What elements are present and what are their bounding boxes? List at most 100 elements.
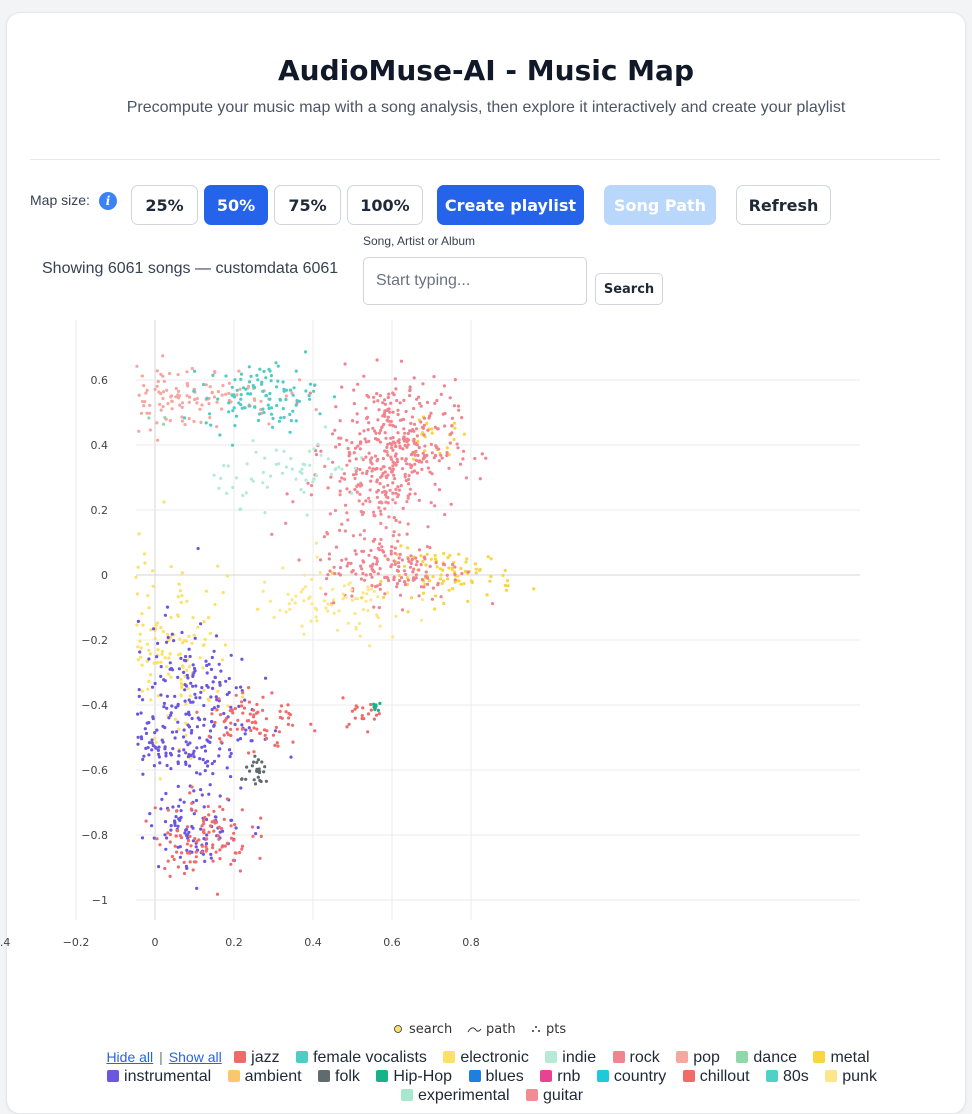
song-point[interactable]: [182, 670, 186, 675]
song-point[interactable]: [190, 728, 194, 733]
song-point[interactable]: [170, 854, 174, 859]
song-point[interactable]: [256, 607, 260, 611]
song-point[interactable]: [310, 577, 314, 582]
song-point[interactable]: [401, 506, 405, 510]
song-point[interactable]: [191, 868, 195, 872]
song-point[interactable]: [206, 739, 210, 743]
song-point[interactable]: [184, 712, 188, 716]
song-point[interactable]: [254, 450, 258, 454]
song-point[interactable]: [425, 421, 429, 425]
genre-legend-item[interactable]: rock: [605, 1049, 660, 1066]
song-point[interactable]: [424, 563, 428, 567]
song-point[interactable]: [251, 439, 255, 443]
song-point[interactable]: [386, 558, 390, 562]
song-point[interactable]: [392, 473, 396, 477]
song-point[interactable]: [233, 851, 237, 855]
song-point[interactable]: [232, 406, 236, 410]
song-point[interactable]: [281, 380, 285, 384]
song-point[interactable]: [240, 695, 245, 699]
song-point[interactable]: [375, 478, 379, 482]
song-point[interactable]: [235, 393, 239, 397]
song-point[interactable]: [383, 398, 387, 402]
song-point[interactable]: [313, 729, 317, 733]
song-point[interactable]: [315, 555, 319, 559]
song-point[interactable]: [407, 474, 411, 478]
song-point[interactable]: [243, 698, 247, 702]
song-point[interactable]: [351, 419, 355, 423]
song-point[interactable]: [284, 710, 288, 714]
song-point[interactable]: [474, 571, 478, 575]
song-point[interactable]: [456, 404, 461, 408]
song-point[interactable]: [426, 582, 430, 586]
song-point[interactable]: [181, 664, 185, 668]
song-point[interactable]: [249, 374, 253, 378]
song-point[interactable]: [202, 703, 206, 708]
song-point[interactable]: [150, 741, 154, 745]
song-point[interactable]: [388, 410, 392, 414]
song-point[interactable]: [222, 817, 226, 822]
song-point[interactable]: [378, 482, 382, 486]
song-point[interactable]: [189, 681, 193, 685]
song-point[interactable]: [342, 472, 346, 476]
song-point[interactable]: [163, 820, 168, 824]
song-point[interactable]: [268, 599, 273, 603]
song-point[interactable]: [275, 403, 279, 408]
song-point[interactable]: [448, 441, 452, 445]
song-point[interactable]: [199, 788, 203, 792]
song-point[interactable]: [229, 862, 233, 866]
song-point[interactable]: [333, 468, 337, 472]
song-point[interactable]: [136, 742, 140, 746]
song-point[interactable]: [215, 400, 219, 404]
song-point[interactable]: [409, 554, 413, 558]
song-point[interactable]: [138, 632, 142, 636]
song-point[interactable]: [332, 611, 336, 616]
song-point[interactable]: [358, 484, 362, 488]
song-point[interactable]: [332, 565, 336, 569]
song-point[interactable]: [220, 407, 224, 411]
song-point[interactable]: [391, 481, 395, 485]
song-point[interactable]: [163, 726, 167, 730]
song-point[interactable]: [200, 850, 204, 854]
song-point[interactable]: [165, 694, 169, 698]
song-point[interactable]: [210, 820, 214, 824]
song-point[interactable]: [184, 654, 188, 659]
song-point[interactable]: [184, 639, 188, 643]
song-point[interactable]: [146, 594, 150, 598]
song-point[interactable]: [182, 416, 187, 420]
song-point[interactable]: [426, 525, 430, 529]
song-point[interactable]: [147, 416, 151, 420]
song-point[interactable]: [361, 706, 365, 710]
song-point[interactable]: [280, 716, 284, 720]
song-point[interactable]: [294, 477, 298, 481]
song-point[interactable]: [168, 419, 172, 423]
song-point[interactable]: [288, 388, 293, 392]
song-point[interactable]: [224, 726, 228, 730]
song-point[interactable]: [174, 705, 178, 710]
song-point[interactable]: [157, 390, 161, 394]
song-point[interactable]: [155, 837, 159, 841]
song-point[interactable]: [422, 416, 426, 420]
song-point[interactable]: [425, 552, 429, 556]
song-point[interactable]: [185, 381, 189, 386]
song-point[interactable]: [372, 395, 376, 399]
song-point[interactable]: [192, 633, 196, 637]
song-point[interactable]: [207, 402, 211, 406]
song-point[interactable]: [169, 565, 173, 569]
song-point[interactable]: [179, 681, 183, 686]
song-point[interactable]: [409, 561, 413, 566]
song-point[interactable]: [202, 643, 206, 647]
song-point[interactable]: [195, 886, 199, 891]
song-point[interactable]: [403, 475, 407, 479]
song-point[interactable]: [184, 733, 188, 737]
song-point[interactable]: [168, 833, 172, 837]
song-point[interactable]: [188, 395, 192, 399]
song-point[interactable]: [378, 624, 382, 628]
song-point[interactable]: [360, 512, 365, 517]
song-point[interactable]: [229, 721, 233, 725]
song-point[interactable]: [375, 459, 379, 463]
song-point[interactable]: [428, 414, 432, 418]
song-point[interactable]: [353, 597, 358, 601]
song-point[interactable]: [204, 842, 209, 846]
song-point[interactable]: [333, 572, 337, 576]
song-point[interactable]: [309, 619, 313, 623]
